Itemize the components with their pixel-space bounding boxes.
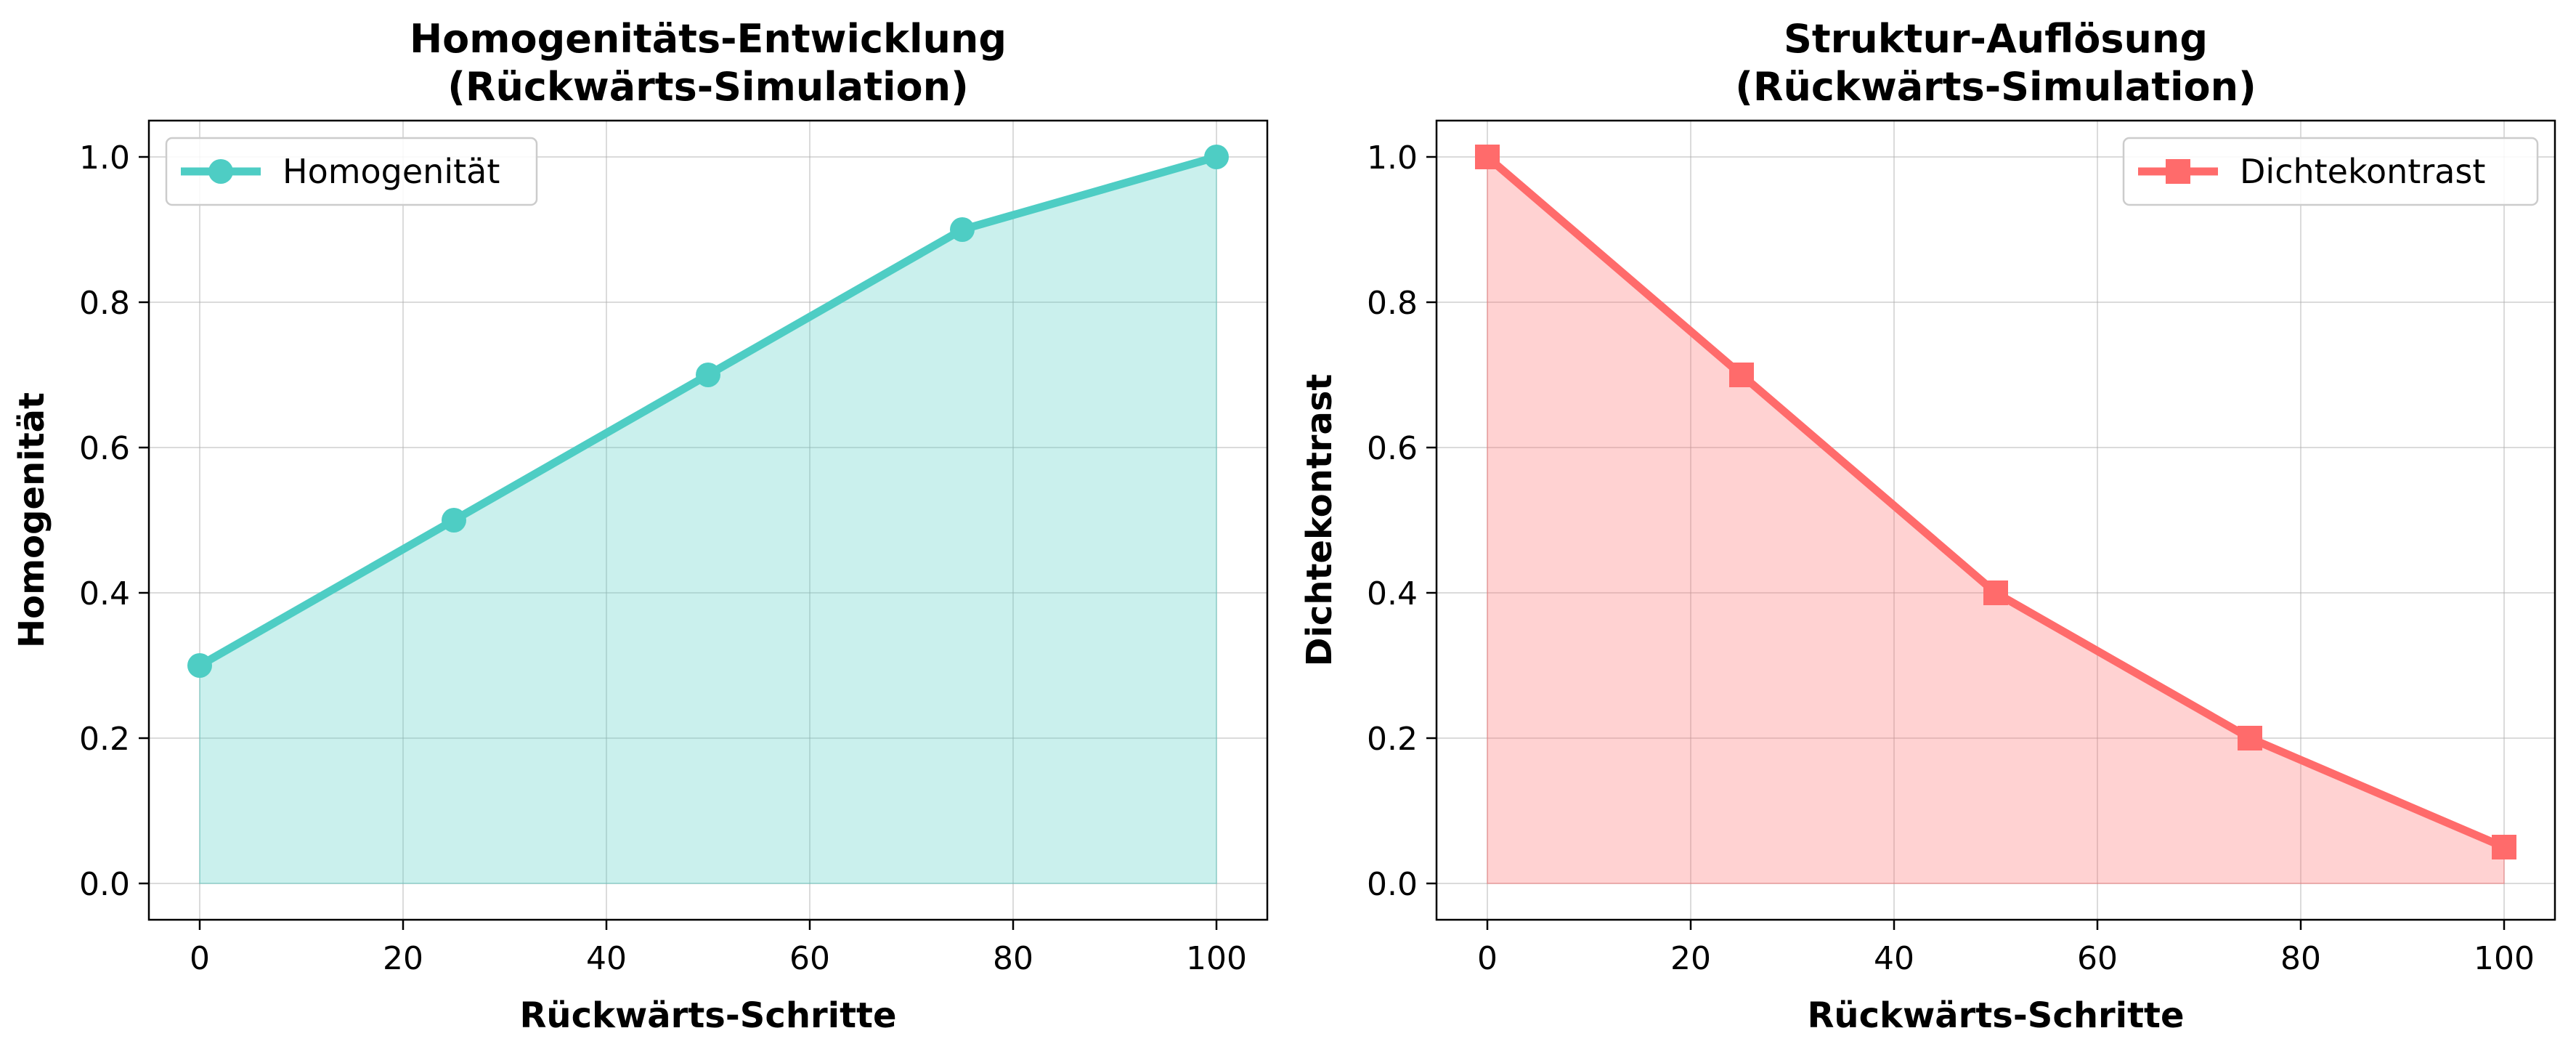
plot-area: 0 20 40 60 80 100 0.0 0.2 0.4 0.6 0.8 1.0 [1367, 119, 2556, 977]
chart-title-line-2: (Rückwärts-Simulation) [447, 64, 969, 110]
legend-marker [208, 159, 233, 184]
series-area [1487, 155, 2505, 884]
x-tick-label: 60 [789, 940, 830, 977]
x-tick-label: 80 [993, 940, 1033, 977]
legend-box [2122, 137, 2539, 206]
data-point [187, 653, 212, 678]
plot-area: 0 20 40 60 80 100 0.0 0.2 0.4 0.6 0.8 1.0 [79, 119, 1269, 977]
data-point [442, 508, 466, 533]
legend: Dichtekontrast [2122, 137, 2539, 206]
y-tick-label: 0.6 [1367, 430, 1418, 467]
x-tick-label: 0 [190, 940, 210, 977]
y-tick-label: 1.0 [79, 139, 130, 177]
y-tick-label: 0.6 [79, 430, 130, 467]
x-axis-label: Rückwärts-Schritte [519, 995, 896, 1036]
data-point [2492, 835, 2516, 859]
x-tick-label: 40 [586, 940, 627, 977]
y-tick-label: 0.2 [79, 721, 130, 758]
data-point [2238, 726, 2262, 750]
y-tick-label: 1.0 [1367, 139, 1418, 177]
chart-title-line-1: Struktur-Auflösung [1784, 16, 2208, 62]
x-tick-label: 100 [1186, 940, 1247, 977]
x-tick-label: 20 [383, 940, 423, 977]
x-tick-label: 20 [1670, 940, 1711, 977]
axes-frame [147, 119, 1269, 921]
chart-title-line-1: Homogenitäts-Entwicklung [410, 16, 1007, 62]
y-tick-label: 0.4 [79, 575, 130, 612]
y-tick-label: 0.2 [1367, 721, 1418, 758]
legend-label: Dichtekontrast [2240, 152, 2485, 191]
data-point [1204, 145, 1229, 169]
x-tick-label: 60 [2077, 940, 2118, 977]
x-tick-label: 40 [1874, 940, 1914, 977]
chart-homogeneity: Homogenitäts-Entwicklung (Rückwärts-Simu… [12, 16, 1269, 1036]
axes-frame [1435, 119, 2556, 921]
legend-label: Homogenität [283, 152, 500, 191]
y-axis-label: Homogenität [12, 392, 52, 648]
series-area [199, 155, 1217, 884]
x-tick-label: 0 [1477, 940, 1498, 977]
data-point [696, 363, 720, 387]
y-axis-label: Dichtekontrast [1299, 374, 1340, 667]
y-tick-label: 0.8 [1367, 285, 1418, 322]
data-point [1475, 145, 1500, 169]
x-axis-label: Rückwärts-Schritte [1807, 995, 2184, 1036]
data-point [950, 217, 975, 242]
legend-marker [2166, 159, 2190, 184]
y-tick-label: 0.0 [1367, 866, 1418, 903]
y-tick-label: 0.0 [79, 866, 130, 903]
y-tick-label: 0.8 [79, 285, 130, 322]
legend: Homogenität [165, 137, 538, 206]
data-point [1729, 363, 1754, 387]
legend-box [165, 137, 538, 206]
x-tick-label: 80 [2280, 940, 2321, 977]
chart-density-contrast: Struktur-Auflösung (Rückwärts-Simulation… [1299, 16, 2556, 1036]
x-tick-label: 100 [2474, 940, 2535, 977]
data-point [1983, 580, 2008, 605]
chart-title-line-2: (Rückwärts-Simulation) [1735, 64, 2256, 110]
y-tick-label: 0.4 [1367, 575, 1418, 612]
